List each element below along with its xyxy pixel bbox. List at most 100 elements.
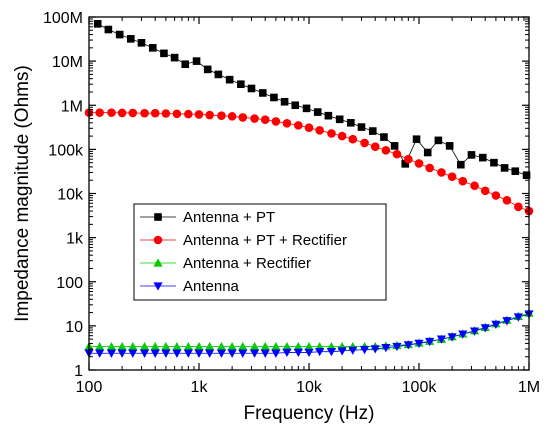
data-point-antenna-pt xyxy=(490,158,498,167)
x-tick-label: 10k xyxy=(296,379,323,396)
y-tick-label: 100 xyxy=(56,275,83,292)
data-point-antenna xyxy=(304,348,314,358)
data-point-antenna-pt xyxy=(478,153,487,162)
data-point-antenna-rectifier xyxy=(293,341,303,351)
data-point-antenna-pt-rectifier xyxy=(348,134,358,144)
data-point-antenna-rectifier xyxy=(304,341,314,351)
legend-box xyxy=(133,203,387,301)
data-point-antenna-pt-rectifier xyxy=(470,181,479,191)
data-point-antenna-pt-rectifier xyxy=(370,142,380,151)
legend-label: Antenna + Rectifier xyxy=(183,255,311,272)
data-point-antenna-pt-rectifier xyxy=(260,115,270,125)
data-point-antenna-pt xyxy=(347,119,355,127)
data-point-antenna-rectifier xyxy=(95,341,105,351)
data-point-antenna xyxy=(381,344,391,353)
x-axis-title: Frequency (Hz) xyxy=(244,403,375,424)
data-point-antenna-pt xyxy=(291,101,300,110)
y-tick-label: 10M xyxy=(52,54,83,71)
data-point-antenna xyxy=(425,337,435,347)
data-point-antenna xyxy=(447,333,457,342)
data-point-antenna-pt-rectifier xyxy=(327,129,336,138)
data-point-antenna xyxy=(469,327,480,336)
legend-marker xyxy=(153,235,163,245)
data-point-antenna-pt xyxy=(380,133,388,141)
data-point-antenna-pt-rectifier xyxy=(360,138,369,148)
data-point-antenna xyxy=(370,345,380,354)
axis-ticks: 100 1k 10k 100k 1M 1 10 100 1k 10k 100k 1M 10M 100M xyxy=(43,10,540,396)
series-antenna-pt-rectifier xyxy=(84,108,534,216)
data-point-antenna-pt xyxy=(423,148,432,157)
data-point-antenna-rectifier xyxy=(106,341,117,351)
data-point-antenna-pt-rectifier xyxy=(250,114,259,123)
data-point-antenna-pt xyxy=(280,97,289,106)
x-tick-label: 1M xyxy=(518,379,540,396)
data-point-antenna-pt-rectifier xyxy=(337,131,347,141)
data-point-antenna xyxy=(513,313,523,322)
data-point-antenna-pt-rectifier xyxy=(304,123,314,132)
legend-label: Antenna + PT xyxy=(183,209,275,226)
data-point-antenna-pt-rectifier xyxy=(404,154,413,164)
y-tick-label: 1k xyxy=(66,231,84,248)
x-tick-label: 1k xyxy=(191,379,209,396)
data-point-antenna-rectifier xyxy=(139,341,150,351)
data-point-antenna xyxy=(106,349,117,358)
data-point-antenna xyxy=(502,317,512,326)
data-point-antenna-pt-rectifier xyxy=(315,126,324,135)
series-antenna-pt xyxy=(93,20,531,179)
data-point-antenna-pt xyxy=(412,135,421,144)
data-point-antenna xyxy=(205,349,215,358)
data-point-antenna-pt-rectifier xyxy=(447,172,457,182)
legend-item-antenna-pt-rectifier: Antenna + PT + Rectifier xyxy=(140,232,347,249)
y-axis-title: Impedance magnitude (Ohms) xyxy=(12,65,33,322)
series-antenna xyxy=(84,310,534,358)
legend: Antenna + PT Antenna + PT + Rectifier Ante… xyxy=(133,203,387,301)
data-point-antenna-pt xyxy=(313,108,322,116)
data-point-antenna-pt-rectifier xyxy=(294,121,303,130)
data-point-antenna-pt-rectifier xyxy=(217,111,226,120)
legend-label: Antenna xyxy=(183,278,240,295)
plot-series xyxy=(84,20,534,358)
data-point-antenna xyxy=(183,349,193,358)
data-point-antenna-rectifier xyxy=(183,341,193,351)
data-point-antenna-pt xyxy=(270,93,278,102)
data-point-antenna xyxy=(458,330,468,339)
data-point-antenna-pt xyxy=(181,60,190,69)
series-line-antenna-pt xyxy=(97,23,527,176)
data-point-antenna-rectifier xyxy=(238,341,248,351)
data-point-antenna-pt xyxy=(148,44,157,52)
data-point-antenna-rectifier xyxy=(161,341,171,351)
data-point-antenna-pt xyxy=(522,171,531,179)
data-point-antenna-pt xyxy=(93,20,102,28)
data-point-antenna-pt xyxy=(511,167,520,176)
data-point-antenna-pt xyxy=(225,75,234,84)
data-point-antenna-pt-rectifier xyxy=(238,113,248,122)
data-point-antenna-pt-rectifier xyxy=(205,110,214,120)
data-point-antenna-rectifier xyxy=(194,341,204,351)
data-point-antenna-pt-rectifier xyxy=(437,168,446,177)
data-point-antenna-rectifier xyxy=(205,341,215,351)
data-point-antenna-rectifier xyxy=(172,341,182,351)
data-point-antenna xyxy=(337,347,347,356)
data-point-antenna-rectifier xyxy=(227,341,237,351)
data-point-antenna-pt-rectifier xyxy=(95,108,104,117)
x-tick-label: 100 xyxy=(76,379,103,396)
data-point-antenna-pt-rectifier xyxy=(458,176,468,186)
data-point-antenna-pt xyxy=(237,80,245,88)
data-point-antenna xyxy=(194,349,204,358)
data-point-antenna xyxy=(271,349,281,358)
data-point-antenna xyxy=(150,349,160,358)
data-point-antenna xyxy=(227,349,237,358)
data-point-antenna-pt-rectifier xyxy=(381,146,391,155)
data-point-antenna-pt xyxy=(115,30,124,39)
data-point-antenna xyxy=(260,349,270,358)
data-point-antenna-pt-rectifier xyxy=(502,196,512,205)
data-point-antenna-pt xyxy=(160,49,168,58)
y-tick-label: 1M xyxy=(61,98,83,115)
data-point-antenna xyxy=(216,349,227,358)
data-point-antenna-pt xyxy=(258,89,267,97)
data-point-antenna-pt-rectifier xyxy=(172,109,182,119)
legend-item-antenna: Antenna xyxy=(140,278,240,295)
data-point-antenna xyxy=(392,342,402,352)
data-point-antenna-pt xyxy=(127,35,135,43)
y-tick-label: 10k xyxy=(57,187,84,204)
